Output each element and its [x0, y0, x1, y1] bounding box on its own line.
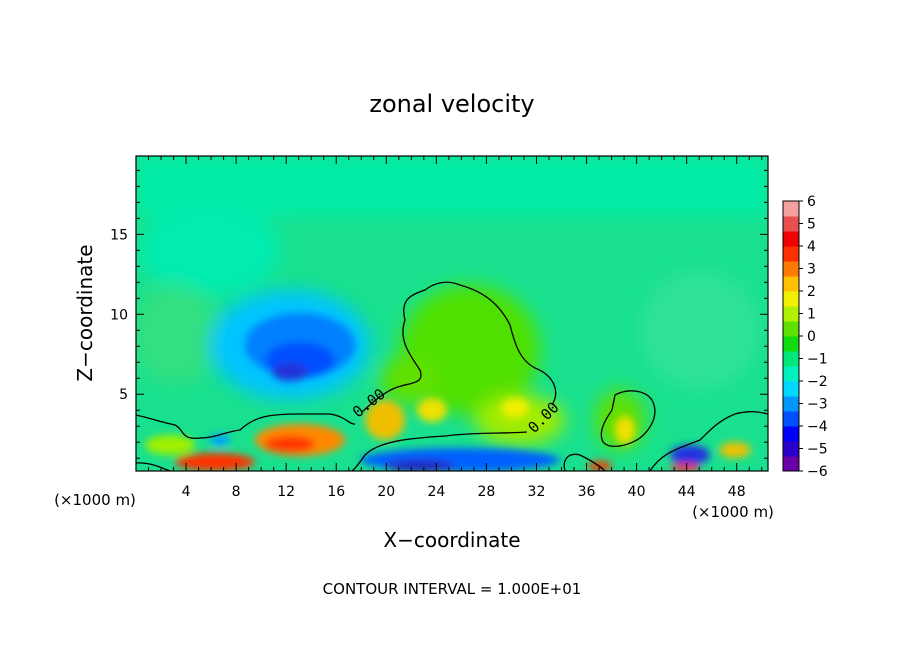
upper-band	[136, 156, 768, 216]
positive-spot-d	[615, 416, 635, 444]
colorbar-tick-label: 4	[807, 239, 816, 255]
contour-interval-note: CONTOUR INTERVAL = 1.000E+01	[323, 580, 582, 598]
small-negative-left	[210, 434, 230, 446]
colorbar-segment	[783, 276, 799, 292]
x-unit-left: (×1000 m)	[54, 491, 136, 509]
low-left-positive	[145, 435, 195, 455]
colorbar-segment	[783, 201, 799, 217]
x-axis-label: X−coordinate	[383, 528, 520, 552]
colorbar-segment	[783, 246, 799, 262]
zero-contour-bubble	[600, 390, 656, 448]
y-axis-label: Z−coordinate	[73, 244, 97, 381]
plot-frame	[135, 155, 769, 472]
colorbar-segment	[783, 396, 799, 412]
x-tick-label: 28	[478, 484, 496, 500]
zero-contour-surface-mid	[563, 453, 606, 471]
upper-left-patch	[140, 205, 280, 295]
colorbar-tick-label: −3	[807, 397, 828, 413]
east-negative	[670, 445, 710, 465]
x-tick-label: 12	[277, 484, 295, 500]
x-tick-label: 48	[728, 484, 746, 500]
colorbar-segment	[783, 441, 799, 457]
zero-contour-left	[136, 413, 356, 439]
colorbar-tick-label: 2	[807, 284, 816, 300]
colorbar-segment	[783, 426, 799, 442]
colorbar-segment	[783, 381, 799, 397]
zero-contours	[136, 281, 768, 471]
x-axis: 4 8 12 16 20 24 28 32 36 40 44 48	[148, 156, 763, 500]
colorbar: 6 5 4 3 2 1 0 −1 −2 −3 −4 −5 −6	[782, 194, 828, 480]
y-tick-label: 10	[110, 307, 128, 323]
colorbar-segment	[783, 321, 799, 337]
x-tick-label: 32	[528, 484, 546, 500]
surface-positive-east	[670, 464, 700, 471]
colorbar-tick-label: −2	[807, 374, 828, 390]
chart-title: zonal velocity	[369, 90, 534, 118]
colorbar-tick-label: −1	[807, 352, 828, 368]
zero-contour-main	[361, 281, 557, 413]
positive-low-core	[265, 436, 315, 452]
colorbar-tick-label: 6	[807, 194, 816, 210]
y-axis: 5 10 15	[110, 169, 768, 459]
zero-contour-low	[351, 431, 528, 471]
negative-peak	[272, 363, 308, 381]
colorbar-segment	[783, 231, 799, 247]
colorbar-tick-label: 0	[807, 329, 816, 345]
surface-negative-core	[385, 460, 455, 471]
x-unit-right: (×1000 m)	[692, 503, 774, 521]
velocity-field	[136, 156, 768, 471]
x-tick-label: 16	[327, 484, 345, 500]
east-positive	[719, 442, 751, 458]
colorbar-tick-label: −5	[807, 442, 828, 458]
colorbar-segment	[783, 456, 799, 472]
colorbar-segment	[783, 351, 799, 367]
y-tick-label: 5	[119, 387, 128, 403]
colorbar-tick-label: 5	[807, 217, 816, 233]
x-tick-label: 24	[427, 484, 445, 500]
y-tick-label: 15	[110, 227, 128, 243]
x-tick-label: 20	[377, 484, 395, 500]
x-tick-label: 36	[578, 484, 596, 500]
colorbar-tick-label: 3	[807, 262, 816, 278]
colorbar-segment	[783, 411, 799, 427]
colorbar-segment	[783, 216, 799, 232]
zero-contour-east	[649, 411, 768, 471]
positive-spot-a	[365, 400, 405, 440]
right-patch	[640, 270, 760, 390]
colorbar-segment	[783, 336, 799, 352]
x-tick-label: 40	[628, 484, 646, 500]
colorbar-segment	[783, 291, 799, 307]
positive-spot-b	[417, 398, 447, 422]
colorbar-tick-label: −4	[807, 419, 828, 435]
surface-positive-left	[175, 453, 255, 471]
x-tick-label: 4	[182, 484, 191, 500]
colorbar-segment	[783, 261, 799, 277]
colorbar-segment	[783, 306, 799, 322]
positive-spot-c	[501, 398, 529, 418]
colorbar-tick-label: 1	[807, 307, 816, 323]
left-green-patch	[136, 285, 220, 385]
colorbar-tick-label: −6	[807, 464, 828, 480]
colorbar-segment	[783, 366, 799, 382]
positive-lobe-left	[380, 355, 440, 405]
x-tick-label: 8	[232, 484, 241, 500]
zero-contour-surface-left	[136, 462, 171, 471]
x-tick-label: 44	[678, 484, 696, 500]
